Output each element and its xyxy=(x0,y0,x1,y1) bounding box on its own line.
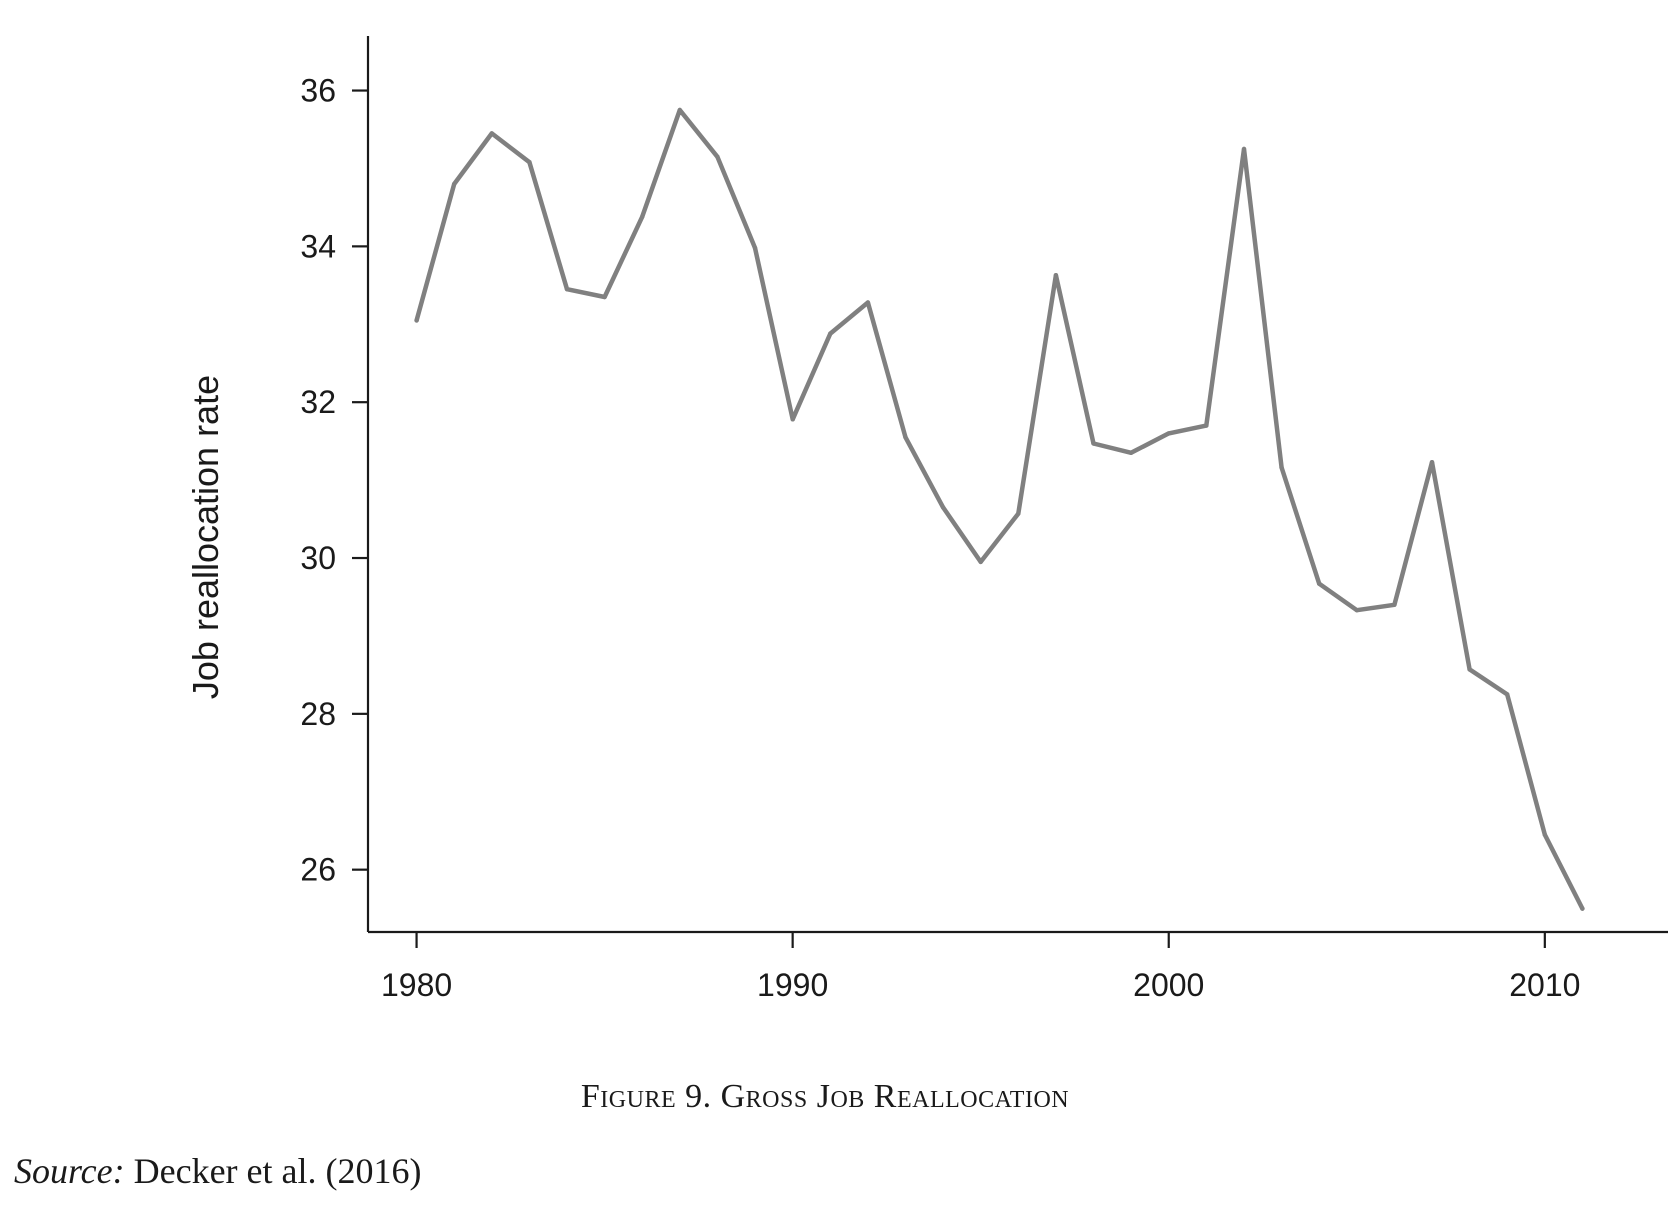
data-point xyxy=(903,435,908,440)
data-point xyxy=(978,559,983,565)
data-point xyxy=(677,107,682,113)
y-axis-ticks: 26 28 30 32 34 36 xyxy=(300,73,368,888)
source-label: Source: xyxy=(14,1151,125,1191)
source-text: Decker et al. (2016) xyxy=(124,1151,422,1191)
data-points xyxy=(414,107,1585,911)
data-point xyxy=(1392,602,1397,607)
figure-caption-text: Figure 9. Gross Job Reallocation xyxy=(580,1078,1070,1115)
data-point xyxy=(1204,423,1209,428)
data-point xyxy=(715,154,720,159)
data-point xyxy=(1354,608,1360,613)
y-tick-label: 34 xyxy=(300,228,336,264)
y-axis-title: Job reallocation rate xyxy=(185,375,226,699)
data-point xyxy=(1429,460,1435,465)
series-line-job-reallocation xyxy=(414,107,1585,911)
data-point xyxy=(1467,667,1472,672)
data-point xyxy=(752,245,758,251)
data-point xyxy=(1241,146,1247,152)
data-point xyxy=(640,214,645,219)
line-chart: 26 28 30 32 34 36 1980 1990 2000 2010 Job reallo… xyxy=(185,36,1668,1003)
x-tick-label: 1980 xyxy=(381,967,452,1003)
data-point xyxy=(1317,581,1322,586)
data-point xyxy=(1091,441,1096,446)
data-point xyxy=(489,131,494,136)
y-tick-label: 30 xyxy=(300,540,336,576)
data-point xyxy=(828,331,833,336)
figure-caption: Figure 9. Gross Job Reallocation xyxy=(0,1078,1650,1116)
data-point xyxy=(1053,273,1059,278)
axes xyxy=(366,36,1668,934)
data-point xyxy=(1580,906,1585,911)
y-tick-label: 26 xyxy=(300,852,336,888)
x-tick-label: 2000 xyxy=(1133,967,1204,1003)
data-point xyxy=(790,417,795,422)
x-tick-label: 2010 xyxy=(1509,967,1580,1003)
x-axis-ticks: 1980 1990 2000 2010 xyxy=(381,932,1580,1003)
y-tick-label: 36 xyxy=(300,73,336,109)
data-point xyxy=(865,300,871,305)
data-point xyxy=(1505,692,1510,697)
y-tick-label: 32 xyxy=(300,384,336,420)
data-point xyxy=(452,181,457,187)
y-tick-label: 28 xyxy=(300,696,336,732)
source-note: Source: Decker et al. (2016) xyxy=(14,1150,421,1192)
data-point xyxy=(1128,450,1134,455)
data-point xyxy=(1279,465,1284,470)
x-tick-label: 1990 xyxy=(757,967,828,1003)
data-point xyxy=(1016,511,1021,516)
data-point xyxy=(1166,431,1171,436)
data-point xyxy=(564,287,570,292)
data-point xyxy=(940,505,946,510)
data-point xyxy=(602,294,607,300)
data-point xyxy=(414,318,419,323)
data-point xyxy=(1542,832,1548,837)
data-point xyxy=(527,160,532,165)
